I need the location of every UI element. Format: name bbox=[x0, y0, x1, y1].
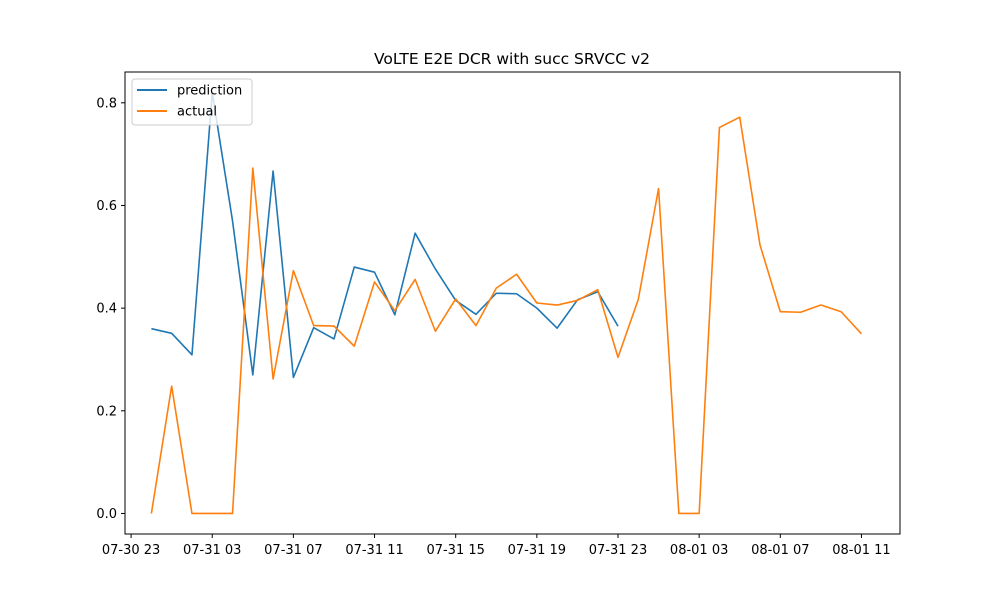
y-tick-label: 0.6 bbox=[96, 199, 117, 214]
y-tick-label: 0.4 bbox=[96, 302, 117, 317]
series-line-actual bbox=[150, 116, 863, 515]
legend: prediction actual bbox=[131, 78, 253, 126]
x-tick-label: 08-01 03 bbox=[670, 543, 728, 558]
x-tick-label: 07-31 11 bbox=[345, 543, 403, 558]
legend-label-prediction: prediction bbox=[177, 84, 242, 99]
plot-frame bbox=[124, 71, 901, 535]
axis-layer: 0.0 0.2 0.4 0.6 0.8 07-30 23 07-31 03 07-31 07 0… bbox=[96, 96, 890, 558]
chart-title: VoLTE E2E DCR with succ SRVCC v2 bbox=[374, 50, 650, 68]
x-tick-label: 08-01 07 bbox=[751, 543, 809, 558]
y-tick-label: 0.0 bbox=[96, 507, 117, 522]
x-tick-label: 07-30 23 bbox=[102, 543, 160, 558]
x-tick-label: 07-31 15 bbox=[426, 543, 484, 558]
y-tick-label: 0.2 bbox=[96, 404, 117, 419]
series-layer bbox=[150, 91, 863, 515]
x-tick-label: 08-01 11 bbox=[832, 543, 890, 558]
x-tick-label: 07-31 23 bbox=[589, 543, 647, 558]
y-tick-label: 0.8 bbox=[96, 96, 117, 111]
x-tick-label: 07-31 03 bbox=[183, 543, 241, 558]
legend-label-actual: actual bbox=[177, 105, 217, 120]
x-tick-label: 07-31 19 bbox=[508, 543, 566, 558]
series-line-prediction bbox=[151, 91, 619, 379]
x-tick-label: 07-31 07 bbox=[264, 543, 322, 558]
